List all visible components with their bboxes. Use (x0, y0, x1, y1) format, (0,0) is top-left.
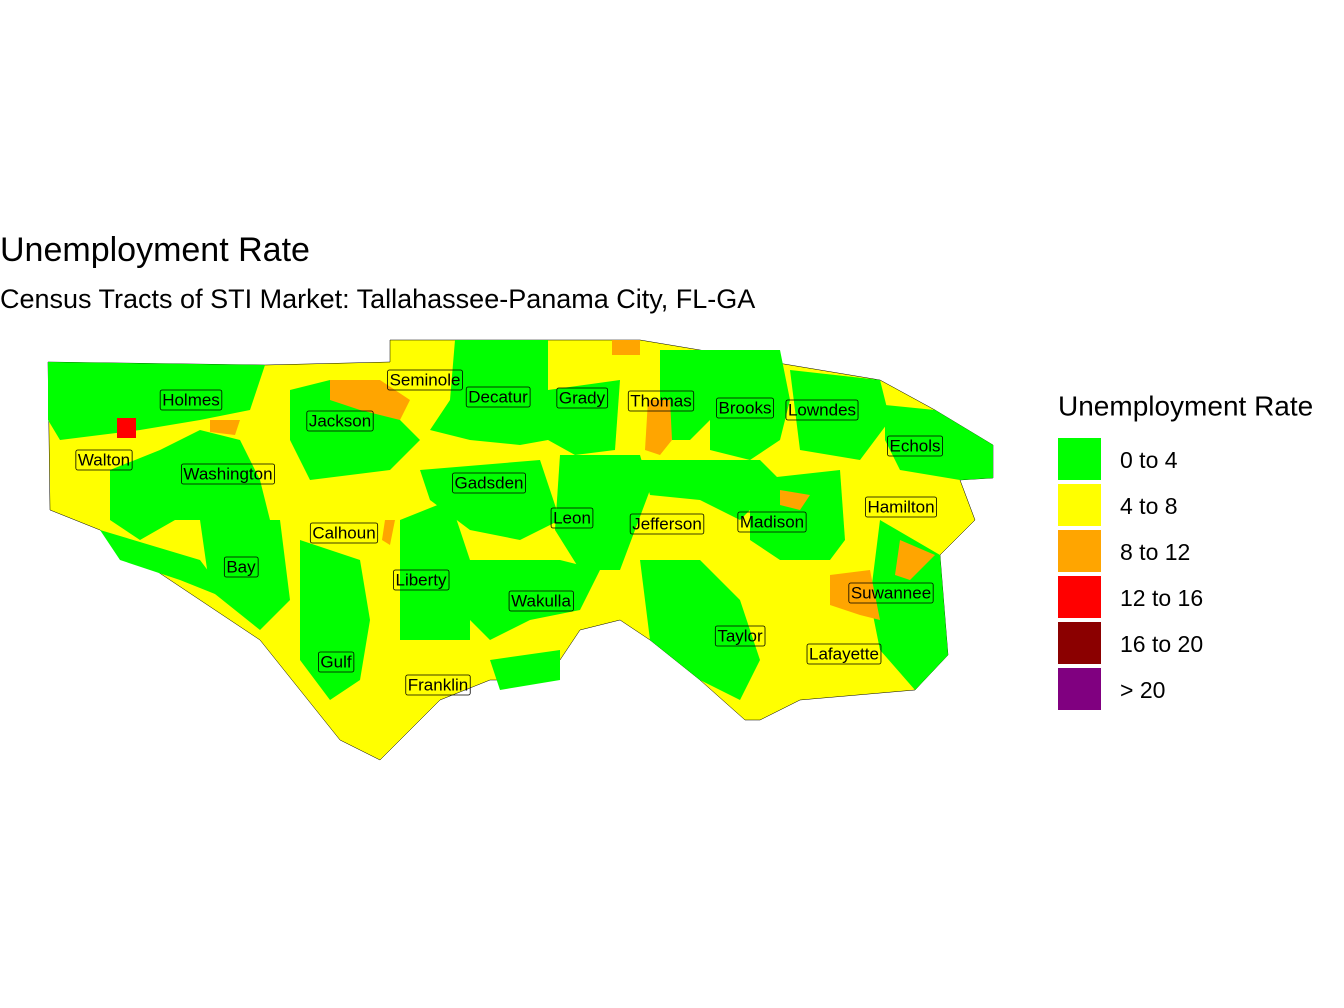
subtitle: Census Tracts of STI Market: Tallahassee… (0, 284, 755, 314)
label-box (629, 513, 705, 535)
county-label: Gadsden (452, 472, 526, 494)
legend-swatch (1058, 668, 1101, 710)
mid-rate-areas (210, 340, 935, 620)
label-box (550, 507, 594, 529)
label-box (627, 390, 695, 412)
label-box (452, 472, 526, 494)
legend-label: 0 to 4 (1120, 447, 1178, 473)
county-label: Suwannee (848, 582, 934, 604)
legend-swatch (1058, 484, 1101, 526)
county-name: Gulf (320, 652, 351, 671)
legend-swatch (1058, 438, 1101, 480)
county-label: Lafayette (806, 643, 882, 665)
county-label: Leon (550, 507, 594, 529)
label-box (556, 387, 609, 409)
legend-title: Unemployment Rate (1058, 390, 1313, 421)
label-box (848, 582, 934, 604)
county-label: Holmes (159, 389, 223, 411)
legend-swatch (1058, 530, 1101, 572)
county-name: Seminole (390, 370, 461, 389)
legend-swatch (1058, 622, 1101, 664)
county-name: Bay (226, 557, 256, 576)
county-label: Jefferson (629, 513, 705, 535)
high-rate-area (117, 418, 136, 438)
label-box (806, 643, 882, 665)
county-name: Taylor (717, 626, 763, 645)
county-label: Jackson (306, 410, 374, 432)
county-label: Madison (737, 511, 807, 533)
county-name: Liberty (395, 570, 447, 589)
county-label: Thomas (627, 390, 695, 412)
label-box (159, 389, 223, 411)
legend-label: > 20 (1120, 677, 1165, 703)
county-name: Holmes (162, 390, 220, 409)
county-label: Liberty (393, 569, 450, 591)
county-label: Grady (556, 387, 609, 409)
label-box (223, 556, 259, 578)
label-box (387, 369, 463, 391)
county-label: Taylor (714, 625, 766, 647)
label-box (887, 435, 943, 457)
county-label: Walton (75, 449, 133, 471)
label-box (75, 449, 133, 471)
label-box (737, 511, 807, 533)
county-name: Suwannee (851, 583, 931, 602)
county-name: Hamilton (867, 497, 934, 516)
label-box (865, 496, 937, 518)
county-name: Grady (559, 388, 606, 407)
county-label: Echols (887, 435, 943, 457)
county-label: Gulf (318, 651, 355, 673)
label-box (393, 569, 450, 591)
county-label: Lowndes (785, 399, 859, 421)
county-label: Calhoun (309, 522, 379, 544)
label-box (318, 651, 355, 673)
county-label: Hamilton (865, 496, 937, 518)
legend-swatch (1058, 576, 1101, 618)
legend-label: 16 to 20 (1120, 631, 1203, 657)
label-box (785, 399, 859, 421)
county-name: Calhoun (312, 523, 375, 542)
label-box (405, 674, 471, 696)
county-name: Wakulla (511, 591, 571, 610)
legend-label: 4 to 8 (1120, 493, 1178, 519)
county-label: Decatur (465, 386, 531, 408)
county-name: Jefferson (632, 514, 702, 533)
county-name: Lowndes (788, 400, 856, 419)
label-box (181, 463, 275, 485)
county-name: Decatur (468, 387, 528, 406)
county-name: Brooks (719, 398, 772, 417)
county-name: Madison (740, 512, 804, 531)
county-name: Lafayette (809, 644, 879, 663)
county-name: Franklin (408, 675, 468, 694)
county-label: Wakulla (508, 590, 574, 612)
legend-label: 8 to 12 (1120, 539, 1190, 565)
county-name: Washington (183, 464, 272, 483)
label-box (508, 590, 574, 612)
legend-label: 12 to 16 (1120, 585, 1203, 611)
county-name: Leon (553, 508, 591, 527)
county-name: Walton (78, 450, 130, 469)
county-name: Jackson (309, 411, 371, 430)
label-box (465, 386, 531, 408)
county-name: Thomas (630, 391, 691, 410)
legend: 0 to 4 4 to 8 8 to 12 12 to 16 16 to 20 > 20 (1058, 438, 1203, 710)
label-box (714, 625, 766, 647)
label-box (306, 410, 374, 432)
county-label: Franklin (405, 674, 471, 696)
county-name: Gadsden (455, 473, 524, 492)
county-label: Brooks (716, 397, 774, 419)
county-label: Seminole (387, 369, 463, 391)
title: Unemployment Rate (0, 231, 310, 269)
label-box (309, 522, 379, 544)
county-label: Bay (223, 556, 259, 578)
county-name: Echols (889, 436, 940, 455)
county-label: Washington (181, 463, 275, 485)
label-box (716, 397, 774, 419)
